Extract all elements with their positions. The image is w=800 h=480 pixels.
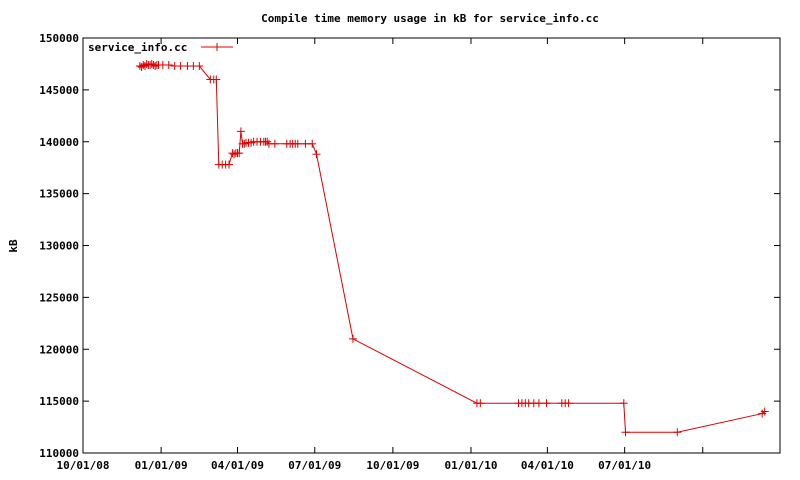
series-layer xyxy=(135,59,769,437)
legend: service_info.cc xyxy=(88,41,233,54)
data-point xyxy=(760,407,769,416)
data-point xyxy=(534,399,543,408)
data-point xyxy=(140,62,149,71)
data-point xyxy=(564,399,573,408)
x-tick-label: 04/01/09 xyxy=(211,459,264,472)
data-point xyxy=(236,127,245,136)
data-point xyxy=(263,137,272,146)
y-tick-label: 135000 xyxy=(39,188,79,201)
y-tick-label: 140000 xyxy=(39,136,79,149)
data-point xyxy=(147,59,156,68)
data-point xyxy=(230,150,239,159)
y-tick-label: 145000 xyxy=(39,84,79,97)
data-point xyxy=(673,428,682,437)
legend-label: service_info.cc xyxy=(88,41,187,54)
y-tick-label: 150000 xyxy=(39,32,79,45)
data-point xyxy=(212,75,221,84)
data-point xyxy=(312,150,321,159)
x-tick-label: 01/01/09 xyxy=(135,459,188,472)
x-tick-label: 10/01/08 xyxy=(57,459,110,472)
data-point xyxy=(308,139,317,148)
y-tick-label: 125000 xyxy=(39,291,79,304)
legend-marker xyxy=(213,43,221,51)
data-point xyxy=(301,139,310,148)
data-point xyxy=(542,399,551,408)
x-tick-label: 07/01/09 xyxy=(288,459,341,472)
y-tick-label: 115000 xyxy=(39,395,79,408)
y-axis-label: kB xyxy=(7,239,20,253)
series-line xyxy=(139,63,766,433)
data-point xyxy=(348,334,357,343)
data-point xyxy=(225,160,234,169)
data-point xyxy=(137,63,146,72)
y-tick-label: 120000 xyxy=(39,343,79,356)
y-tick-label: 110000 xyxy=(39,447,79,460)
data-point xyxy=(270,139,279,148)
data-point xyxy=(240,139,249,148)
data-point xyxy=(621,428,630,437)
data-point xyxy=(293,139,302,148)
chart-title: Compile time memory usage in kB for serv… xyxy=(261,12,599,25)
x-tick-label: 01/01/10 xyxy=(444,459,497,472)
data-point xyxy=(164,60,173,69)
data-point xyxy=(195,62,204,71)
x-tick-label: 10/01/09 xyxy=(366,459,419,472)
x-axis-ticks: 10/01/08 01/01/09 04/01/09 07/01/09 10/01/09… xyxy=(57,38,704,472)
data-point xyxy=(151,62,160,71)
data-point xyxy=(176,62,185,71)
data-point xyxy=(619,399,628,408)
y-tick-label: 130000 xyxy=(39,240,79,253)
x-tick-label: 04/01/10 xyxy=(521,459,574,472)
x-tick-label: 07/01/10 xyxy=(598,459,651,472)
data-point xyxy=(235,149,244,158)
data-point xyxy=(476,399,485,408)
y-axis-ticks: 110000 115000 120000 125000 130000 135000 1400… xyxy=(39,32,780,460)
plot-frame xyxy=(82,37,781,454)
